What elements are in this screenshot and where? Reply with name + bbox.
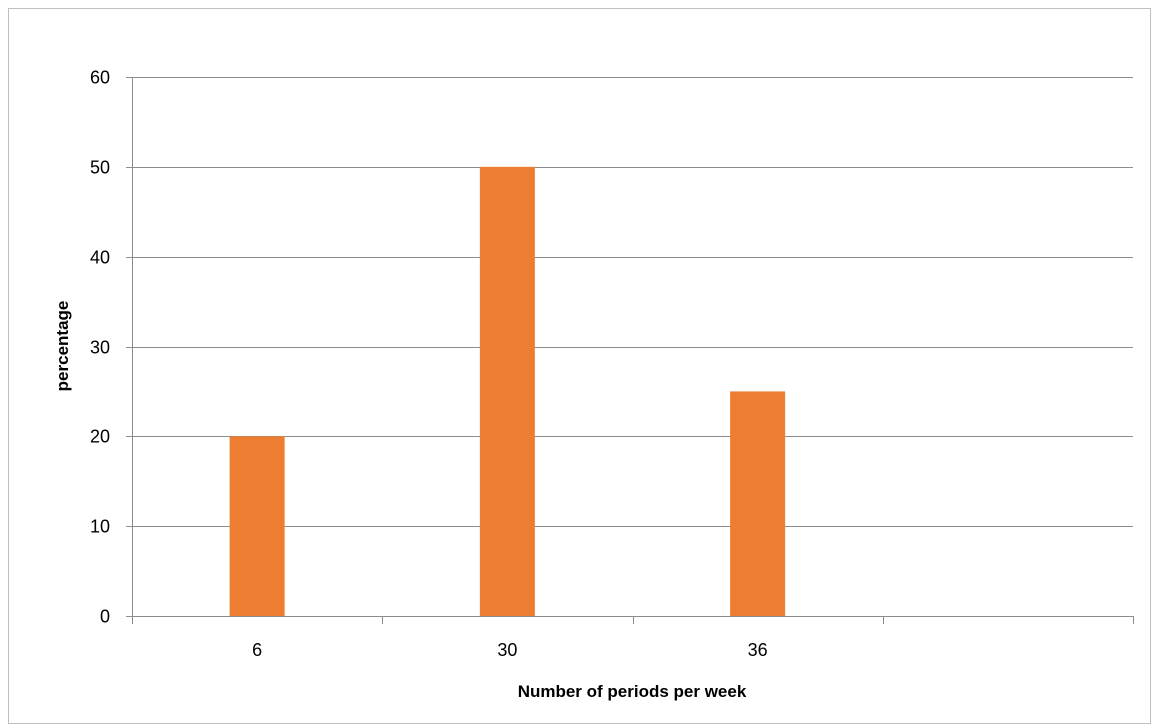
gridlines [132,77,1133,527]
axes [126,77,1134,624]
y-tick-label: 50 [90,158,110,178]
y-tick-label: 30 [90,338,110,358]
y-tick-label: 60 [90,68,110,88]
x-axis-title: Number of periods per week [518,682,747,701]
y-tick-label: 20 [90,427,110,447]
tick-labels: 0 10 20 30 40 50 60 6 30 36 [90,68,768,661]
y-tick-label: 0 [100,607,110,627]
chart-frame [8,8,1151,724]
x-tick-label: 30 [497,640,517,660]
bar [479,166,535,617]
y-axis-title: percentage [53,301,72,392]
x-tick-label: 6 [252,640,262,660]
y-tick-label: 40 [90,248,110,268]
y-tick-label: 10 [90,517,110,537]
bar [730,391,786,616]
bars [229,166,786,617]
x-tick-label: 36 [748,640,768,660]
bar [229,436,285,616]
